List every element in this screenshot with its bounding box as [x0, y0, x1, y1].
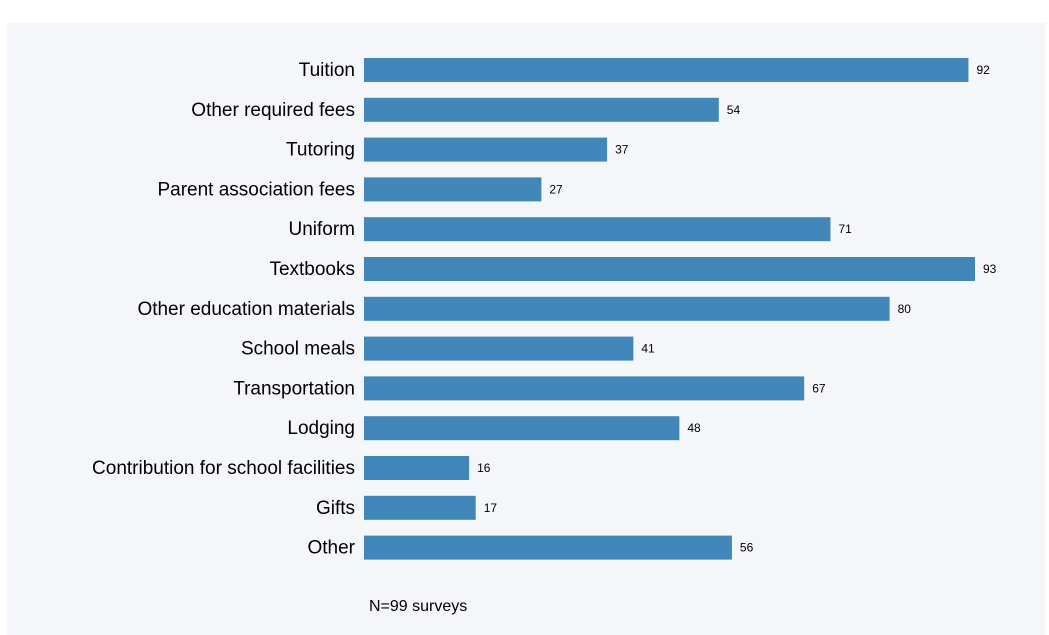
- bar-parent-association-fees: [364, 177, 542, 202]
- value-label-gifts: 17: [484, 501, 498, 515]
- value-label-parent-association-fees: 27: [549, 182, 563, 196]
- category-label-transportation: Transportation: [233, 378, 355, 399]
- bar-tuition: [364, 58, 969, 82]
- category-label-contribution-for-school-facilities: Contribution for school facilities: [92, 458, 355, 479]
- bar-transportation: [364, 376, 805, 401]
- bar-uniform: [364, 217, 831, 242]
- value-label-uniform: 71: [838, 222, 852, 236]
- category-label-parent-association-fees: Parent association fees: [157, 179, 355, 200]
- category-label-other: Other: [307, 538, 355, 559]
- value-label-school-meals: 41: [641, 342, 655, 356]
- chart-panel: [7, 23, 1045, 635]
- value-label-tutoring: 37: [615, 143, 629, 157]
- category-label-uniform: Uniform: [288, 219, 355, 240]
- category-label-gifts: Gifts: [316, 498, 355, 519]
- bar-school-meals: [364, 336, 634, 361]
- value-label-lodging: 48: [687, 421, 701, 435]
- value-label-other: 56: [740, 541, 754, 555]
- category-label-lodging: Lodging: [287, 418, 355, 439]
- value-label-transportation: 67: [812, 381, 826, 395]
- sample-size-note: N=99 surveys: [369, 598, 468, 615]
- bar-other-required-fees: [364, 97, 719, 122]
- value-label-other-required-fees: 54: [727, 103, 741, 117]
- bar-tutoring: [364, 137, 608, 162]
- bar-other-education-materials: [364, 296, 890, 321]
- category-label-other-required-fees: Other required fees: [191, 100, 355, 121]
- bar-contribution-for-school-facilities: [364, 456, 470, 480]
- bar-other: [364, 535, 732, 560]
- category-label-other-education-materials: Other education materials: [137, 299, 355, 320]
- value-label-tuition: 92: [976, 63, 990, 77]
- value-label-other-education-materials: 80: [898, 302, 912, 316]
- bar-textbooks: [364, 257, 976, 281]
- bar-lodging: [364, 416, 680, 441]
- category-label-school-meals: School meals: [241, 339, 355, 360]
- category-label-tuition: Tuition: [299, 60, 355, 81]
- value-label-textbooks: 93: [983, 262, 997, 276]
- bar-gifts: [364, 495, 476, 520]
- category-label-tutoring: Tutoring: [286, 140, 355, 161]
- value-label-contribution-for-school-facilities: 16: [477, 461, 491, 475]
- category-label-textbooks: Textbooks: [269, 259, 355, 280]
